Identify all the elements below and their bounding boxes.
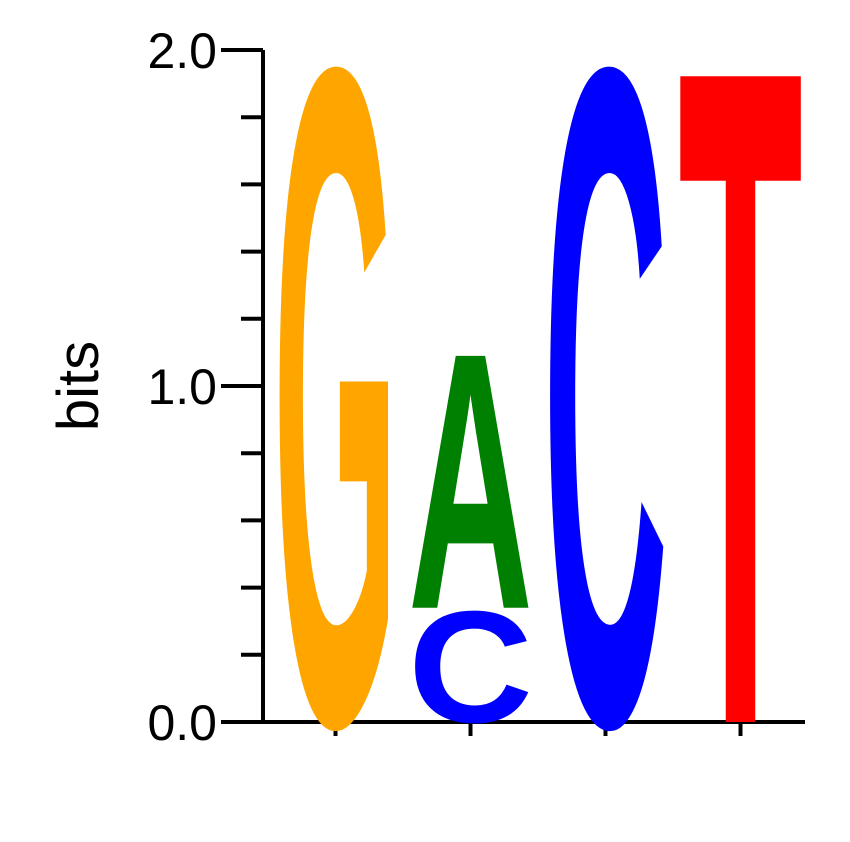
y-tick-label: 2.0 bbox=[147, 23, 217, 79]
axis-layer: 0.0 1.0 2.0 bbox=[147, 23, 805, 751]
logo-letter-g: G bbox=[273, 0, 398, 842]
logo-letter-c: C bbox=[543, 0, 668, 842]
y-axis-title: bits bbox=[46, 341, 111, 431]
y-tick-label: 0.0 bbox=[147, 695, 217, 751]
letter-stack-layer: G CA C T bbox=[273, 0, 803, 842]
logo-letter-t: T bbox=[678, 0, 803, 842]
logo-letter-a: A bbox=[408, 277, 533, 686]
y-tick-label: 1.0 bbox=[147, 359, 217, 415]
logo-letter-c: C bbox=[408, 578, 533, 756]
